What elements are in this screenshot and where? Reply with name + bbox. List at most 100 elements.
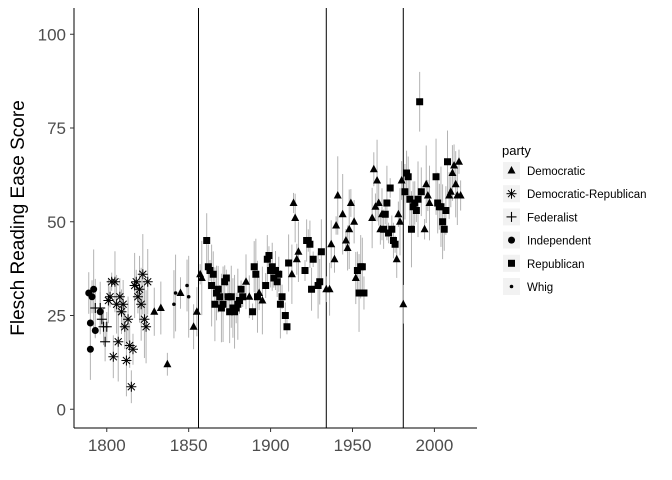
point-republican xyxy=(380,225,388,233)
point-republican xyxy=(209,270,217,278)
legend-item: Republican xyxy=(503,254,585,272)
point-independent xyxy=(90,285,98,293)
point-republican xyxy=(235,297,243,304)
point-republican xyxy=(262,282,270,289)
point-republican xyxy=(440,225,448,233)
point-republican xyxy=(434,199,442,207)
point-whig xyxy=(173,291,178,295)
legend-label: Republican xyxy=(527,259,585,271)
point-democratic xyxy=(420,224,429,233)
point-independent xyxy=(91,327,99,334)
x-tick-label: 1900 xyxy=(252,436,290,455)
point-republican xyxy=(268,263,276,271)
point-republican xyxy=(316,278,324,286)
point-democratic xyxy=(343,243,352,251)
x-tick-label: 2000 xyxy=(415,436,453,455)
point-republican xyxy=(267,267,275,274)
y-axis-title: Flesch Reading Ease Score xyxy=(8,100,29,336)
point-democratic xyxy=(397,176,406,184)
point-republican xyxy=(386,184,394,192)
point-republican xyxy=(406,195,414,203)
point-democratic xyxy=(242,277,251,285)
x-axis-ticks: 1800 1850 1900 1950 2000 xyxy=(88,428,453,455)
point-republican xyxy=(437,203,445,211)
point-republican xyxy=(214,285,222,293)
point-republican xyxy=(276,300,284,308)
point-democratic-republican xyxy=(103,295,114,306)
point-democratic xyxy=(325,284,334,293)
point-republican xyxy=(263,255,271,263)
legend-key xyxy=(507,166,516,174)
point-democratic xyxy=(245,292,254,300)
point-democratic xyxy=(176,288,185,296)
point-republican xyxy=(417,188,425,196)
point-republican xyxy=(249,308,257,316)
legend-item: Democratic xyxy=(503,162,585,179)
point-democratic-republican xyxy=(141,321,152,332)
point-democratic xyxy=(396,217,405,225)
point-democratic-republican xyxy=(126,381,137,392)
point-independent xyxy=(86,345,94,353)
point-republican xyxy=(253,293,261,301)
point-republican xyxy=(404,173,412,181)
legend-key xyxy=(506,211,517,222)
point-republican xyxy=(250,263,258,271)
legend-label: Whig xyxy=(527,282,553,294)
point-republican xyxy=(252,270,260,278)
point-republican xyxy=(239,293,247,301)
point-republican xyxy=(309,255,317,263)
point-republican xyxy=(442,207,450,214)
point-republican xyxy=(412,207,420,214)
point-democratic-republican xyxy=(134,284,145,295)
point-democratic-republican xyxy=(118,299,129,310)
point-democratic xyxy=(163,359,172,368)
point-democratic xyxy=(448,168,457,176)
point-democratic xyxy=(373,176,382,184)
point-democratic xyxy=(346,198,355,206)
point-independent xyxy=(86,319,94,327)
point-democratic xyxy=(341,236,350,244)
point-democratic xyxy=(446,187,455,195)
point-republican xyxy=(403,169,411,177)
legend: party Democratic Democratic-Republican Fed… xyxy=(502,143,647,295)
point-federalist xyxy=(101,321,112,332)
point-republican xyxy=(221,278,229,286)
point-republican xyxy=(304,237,312,244)
point-democratic xyxy=(292,254,301,263)
point-republican xyxy=(281,312,289,319)
point-democratic-republican xyxy=(136,299,147,310)
point-democratic xyxy=(350,217,359,225)
legend-item: Independent xyxy=(503,231,592,249)
point-democratic-republican xyxy=(132,291,143,302)
legend-label: Democratic xyxy=(527,166,585,178)
point-republican xyxy=(383,199,391,207)
point-democratic-republican xyxy=(127,344,138,355)
point-republican xyxy=(391,240,399,248)
legend-label: Federalist xyxy=(527,212,578,224)
legend-key xyxy=(506,188,517,199)
data-points xyxy=(85,98,465,392)
point-democratic xyxy=(423,191,432,199)
legend-items: Democratic Democratic-Republican Federalis… xyxy=(503,162,647,295)
point-republican xyxy=(353,267,361,274)
point-republican xyxy=(206,267,214,274)
point-democratic-republican xyxy=(113,336,124,347)
y-tick-label: 100 xyxy=(38,25,66,44)
legend-key xyxy=(508,259,515,267)
x-tick-label: 1850 xyxy=(170,436,208,455)
point-democratic-republican xyxy=(114,291,125,302)
point-republican xyxy=(203,237,211,244)
legend-key xyxy=(508,236,515,244)
point-democratic-republican xyxy=(142,276,153,287)
point-republican xyxy=(389,237,397,244)
point-democratic xyxy=(345,224,354,233)
point-democratic-republican xyxy=(121,355,132,366)
point-federalist xyxy=(100,336,111,347)
point-republican xyxy=(222,274,230,282)
point-whig xyxy=(185,283,189,288)
point-democratic-republican xyxy=(109,276,120,287)
point-democratic xyxy=(197,273,206,281)
point-democratic xyxy=(368,213,377,221)
point-republican xyxy=(411,199,419,207)
